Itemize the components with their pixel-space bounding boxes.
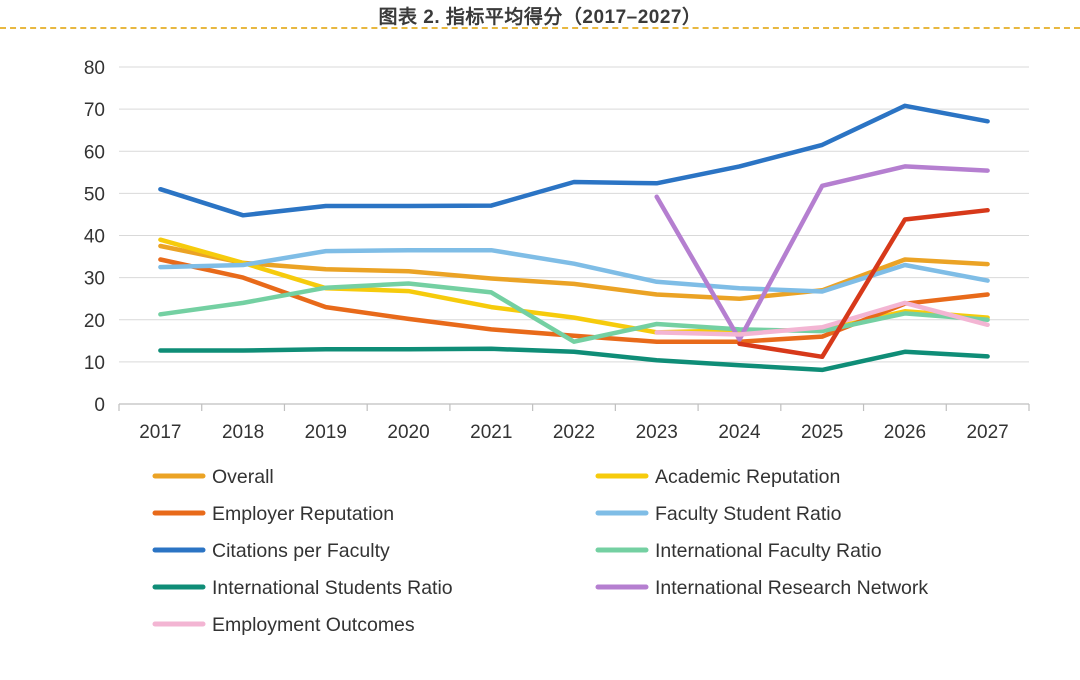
- series-line-overall: [158, 243, 990, 301]
- title-divider: [0, 27, 1080, 29]
- gridlines: [119, 66, 1029, 363]
- legend-label: Faculty Student Ratio: [655, 503, 842, 525]
- chart-title: 图表 2. 指标平均得分（2017–2027）: [378, 7, 702, 28]
- series-line-international-research-network: [654, 164, 990, 342]
- y-tick-label: 50: [84, 184, 105, 205]
- y-tick-label: 40: [84, 227, 105, 248]
- x-tick-label: 2024: [718, 422, 761, 443]
- series-line-international-faculty-ratio: [158, 281, 990, 344]
- legend-label: Citations per Faculty: [212, 540, 390, 562]
- legend-label: International Students Ratio: [212, 577, 453, 599]
- y-tick-label: 60: [84, 142, 105, 163]
- x-tick-label: 2022: [553, 422, 595, 443]
- y-tick-label: 0: [94, 395, 105, 416]
- x-tick-label: 2017: [139, 422, 181, 443]
- series-line-faculty-student-ratio: [158, 247, 990, 294]
- x-tick-label: 2023: [636, 422, 678, 443]
- x-tick-label: 2027: [966, 422, 1008, 443]
- y-tick-label: 80: [84, 58, 105, 79]
- series-line-extra: [737, 207, 990, 360]
- x-tick-label: 2021: [470, 422, 512, 443]
- y-tick-label: 10: [84, 353, 105, 374]
- legend-label: Academic Reputation: [655, 466, 840, 488]
- series-line-international-students-ratio: [158, 346, 990, 373]
- y-tick-label: 20: [84, 311, 105, 332]
- legend-label: Overall: [212, 466, 274, 488]
- legend: Overall Academic Reputation Employer Reput…: [152, 466, 928, 636]
- x-tick-label: 2025: [801, 422, 843, 443]
- x-tick-label: 2020: [387, 422, 429, 443]
- axes: 0 10 20 30 40 50 60 70 80 2017 2018 2019 2020 2021 202…: [84, 58, 1030, 443]
- x-tick-label: 2019: [305, 422, 347, 443]
- legend-label: International Research Network: [655, 577, 928, 599]
- legend-label: Employment Outcomes: [212, 614, 415, 636]
- x-tick-label: 2026: [884, 422, 926, 443]
- series-line-employment-outcomes: [654, 300, 990, 337]
- y-tick-label: 70: [84, 100, 105, 121]
- series-line-citations-per-faculty: [158, 103, 990, 218]
- legend-label: Employer Reputation: [212, 503, 394, 525]
- x-tick-label: 2018: [222, 422, 264, 443]
- series-line-employer-reputation: [158, 257, 990, 344]
- series-lines: [158, 103, 990, 373]
- y-tick-label: 30: [84, 269, 105, 290]
- legend-label: International Faculty Ratio: [655, 540, 882, 562]
